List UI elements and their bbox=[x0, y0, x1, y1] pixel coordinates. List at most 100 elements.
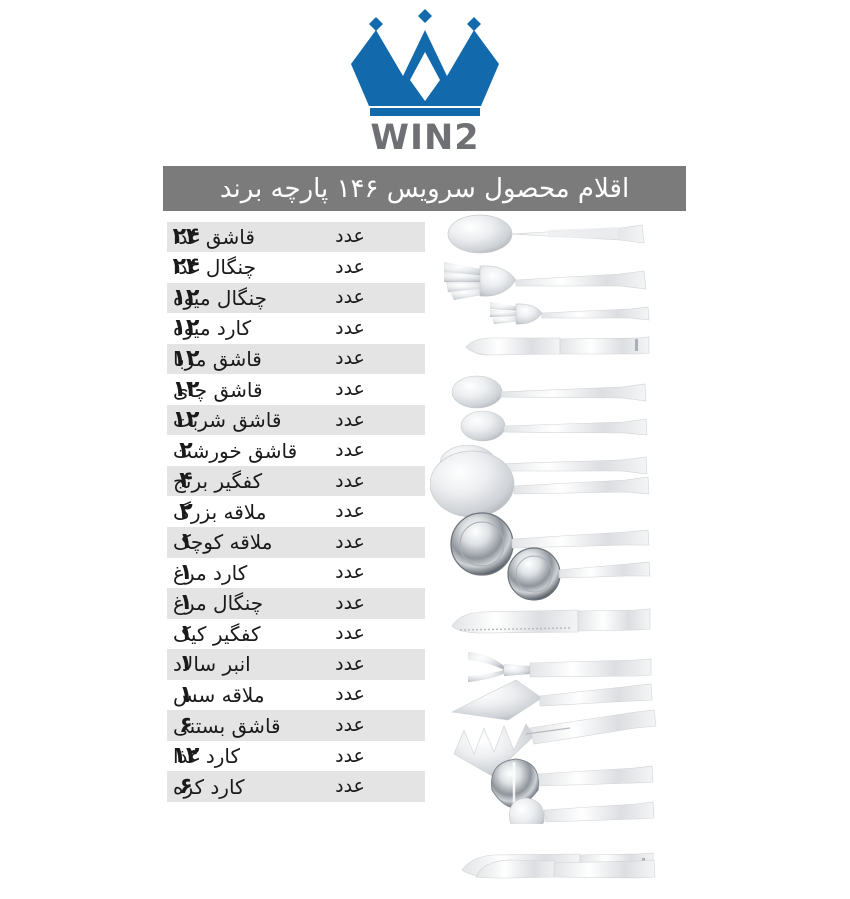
row-label: ملاقه بزرگ bbox=[173, 499, 267, 524]
table-row: ۲ عدد ملاقه بزرگ bbox=[167, 496, 425, 527]
row-quantity: ۱۲ bbox=[172, 376, 200, 402]
row-quantity: ۱۲ bbox=[172, 345, 200, 371]
fruit-fork-icon bbox=[490, 302, 650, 325]
row-unit: عدد bbox=[335, 775, 365, 798]
row-unit: عدد bbox=[335, 439, 365, 462]
table-row: ۱ عدد کفگیر کیک bbox=[167, 618, 425, 650]
row-unit: عدد bbox=[335, 500, 365, 523]
table-row: ۱ عدد ملاقه سس bbox=[167, 679, 425, 711]
table-row: ۱۲ عدد قاشق چای bbox=[167, 374, 425, 405]
table-row: ۶ عدد کارد کره bbox=[167, 771, 425, 802]
table-row: ۱ عدد انبر سالاد bbox=[167, 649, 425, 680]
row-quantity: ۱۲ bbox=[172, 407, 200, 433]
row-unit: عدد bbox=[335, 561, 365, 584]
table-title: اقلام محصول سرویس ۱۴۶ پارچه برند bbox=[219, 173, 630, 204]
row-unit: عدد bbox=[335, 683, 365, 706]
salad-tongs-icon bbox=[453, 709, 657, 777]
row-quantity: ۱ bbox=[179, 590, 193, 616]
chicken-knife-icon bbox=[451, 608, 651, 634]
row-unit: عدد bbox=[335, 652, 365, 675]
row-unit: عدد bbox=[335, 347, 365, 370]
brand-wordmark: WIN2 bbox=[370, 118, 480, 158]
row-quantity: ۱ bbox=[179, 681, 193, 707]
table-title-bar: اقلام محصول سرویس ۱۴۶ پارچه برند bbox=[163, 166, 686, 211]
row-quantity: ۶ bbox=[179, 773, 193, 799]
row-label: قاشق شربت bbox=[173, 408, 282, 433]
row-unit: عدد bbox=[335, 225, 365, 248]
jam-spoon-icon bbox=[451, 375, 647, 409]
row-label: کارد کره bbox=[173, 774, 245, 799]
table-row: ۱۲ عدد قاشق مربا bbox=[167, 343, 425, 375]
table-row: ۲ عدد قاشق خورشت bbox=[167, 435, 425, 466]
row-unit: عدد bbox=[335, 622, 365, 645]
row-label: ملاقه سس bbox=[173, 682, 265, 707]
stew-spoon-icon bbox=[430, 450, 650, 518]
row-quantity: ۶ bbox=[179, 712, 193, 738]
row-unit: عدد bbox=[335, 744, 365, 767]
crown-icon bbox=[351, 9, 499, 116]
row-label: قاشق مربا bbox=[173, 346, 262, 371]
row-quantity: ۱ bbox=[179, 620, 193, 646]
table-row: ۲۴ عدد چنگال غذا bbox=[167, 252, 425, 283]
table-row: ۲۴ عدد قاشق غذا bbox=[167, 221, 425, 253]
row-label: کارد مرغ bbox=[173, 560, 248, 585]
row-label: قاشق غذا bbox=[173, 224, 255, 249]
ice-cream-spoon-icon bbox=[509, 797, 655, 824]
row-quantity: ۲۴ bbox=[172, 254, 200, 280]
dinner-spoon-icon bbox=[447, 214, 645, 254]
row-label: کارد غذا bbox=[173, 744, 241, 769]
row-quantity: ۱۲ bbox=[172, 284, 200, 310]
row-unit: عدد bbox=[335, 378, 365, 400]
row-quantity: ۱۲ bbox=[172, 315, 200, 341]
row-label: کفگیر برنج bbox=[173, 469, 263, 494]
row-label: قاشق چای bbox=[173, 377, 263, 402]
rice-server-icon bbox=[450, 512, 650, 576]
row-label: ملاقه کوچک bbox=[173, 530, 273, 555]
table-row: ۱۲ عدد کارد میوه bbox=[167, 313, 425, 344]
row-quantity: ۲۴ bbox=[172, 223, 200, 249]
row-quantity: ۲ bbox=[179, 498, 193, 524]
butter-knife-icon bbox=[475, 859, 656, 879]
cake-server-icon bbox=[451, 679, 653, 721]
row-unit: عدد bbox=[335, 408, 365, 431]
fruit-knife-icon bbox=[465, 336, 650, 356]
sauce-ladle-icon bbox=[491, 758, 654, 809]
tea-spoon-icon bbox=[460, 410, 648, 442]
row-unit: عدد bbox=[335, 316, 365, 339]
items-table: ۲۴ عدد قاشق غذا ۲۴ عدد چنگال غذا ۱۲ عدد چنگال می… bbox=[167, 221, 425, 802]
table-row: ۱۲ عدد کارد غذا bbox=[167, 740, 425, 772]
table-row: ۴ عدد کفگیر برنج bbox=[167, 465, 425, 497]
row-unit: عدد bbox=[335, 255, 365, 278]
row-label: کفگیر کیک bbox=[173, 621, 261, 646]
row-label: انبر سالاد bbox=[173, 652, 251, 677]
row-label: قاشق بستنی bbox=[173, 713, 281, 738]
row-quantity: ۱۲ bbox=[172, 743, 200, 769]
row-quantity: ۱ bbox=[179, 529, 193, 555]
row-label: چنگال میوه bbox=[173, 285, 267, 310]
row-label: چنگال مرغ bbox=[173, 591, 264, 616]
brand-logo: WIN2 bbox=[0, 8, 850, 156]
table-row: ۱ عدد کارد مرغ bbox=[167, 557, 425, 589]
row-unit: عدد bbox=[335, 469, 365, 492]
row-quantity: ۴ bbox=[179, 468, 193, 494]
table-row: ۱۲ عدد چنگال میوه bbox=[167, 282, 425, 314]
row-unit: عدد bbox=[335, 591, 365, 614]
row-quantity: ۲ bbox=[179, 437, 193, 463]
cutlery-illustrations bbox=[430, 214, 730, 879]
product-sheet: WIN2 اقلام محصول سرویس ۱۴۶ پارچه برند ۲۴… bbox=[0, 8, 850, 879]
row-unit: عدد bbox=[335, 530, 365, 553]
row-label: کارد میوه bbox=[173, 316, 252, 341]
table-row: ۱۲ عدد قاشق شربت bbox=[167, 404, 425, 436]
row-unit: عدد bbox=[335, 714, 365, 737]
row-label: قاشق خورشت bbox=[173, 438, 298, 463]
table-row: ۱ عدد چنگال مرغ bbox=[167, 588, 425, 619]
table-row: ۶ عدد قاشق بستنی bbox=[167, 710, 425, 741]
carving-fork-icon bbox=[468, 652, 652, 682]
row-quantity: ۱ bbox=[179, 559, 193, 585]
row-label: چنگال غذا bbox=[173, 255, 256, 280]
row-unit: عدد bbox=[335, 286, 365, 309]
dinner-fork-icon bbox=[444, 262, 647, 300]
row-quantity: ۱ bbox=[179, 651, 193, 677]
large-ladle-icon bbox=[507, 547, 651, 601]
table-row: ۱ عدد ملاقه کوچک bbox=[167, 526, 425, 558]
